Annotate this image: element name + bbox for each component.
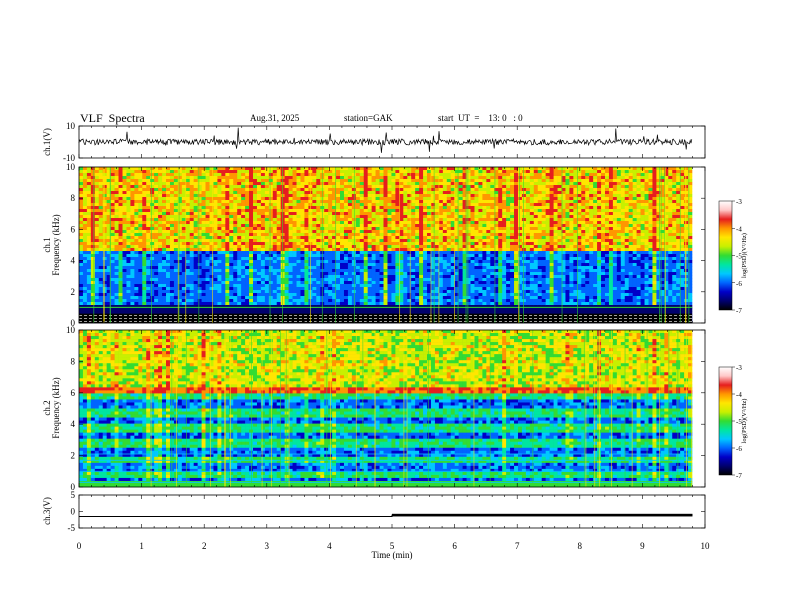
xtick-label: 1 [139, 541, 144, 551]
ch3-waveform-ylabel: ch.3(V) [42, 497, 52, 525]
xtick-label: 5 [390, 541, 395, 551]
xaxis-label: Time (min) [372, 550, 413, 560]
colorbar-tick-label: -3 [736, 198, 742, 206]
ch1-waveform-line [78, 127, 693, 153]
ytick-label: 2 [71, 451, 76, 461]
ytick-label: 8 [71, 193, 76, 203]
ch2-spectrogram-image [79, 330, 693, 488]
ch3-waveform-plot [79, 513, 693, 517]
ytick-label: 5 [71, 490, 76, 500]
ytick-label: 10 [66, 325, 76, 335]
ytick-label: -5 [68, 523, 76, 533]
colorbar-label: log(PSD)(V²/Hz) [741, 233, 748, 278]
ytick-label: 10 [66, 121, 76, 131]
colorbar-tick-label: -6 [736, 280, 742, 288]
ytick-label: 8 [71, 356, 76, 366]
colorbar-2 [718, 366, 733, 476]
xtick-label: 8 [578, 541, 583, 551]
ytick-label: 0 [71, 507, 76, 517]
xtick-label: 3 [265, 541, 270, 551]
colorbar-label: log(PSD)(V²/Hz) [741, 399, 748, 444]
ytick-label: 0 [71, 482, 76, 492]
ch1-spec-ylabel-line2: Frequency (kHz) [51, 214, 61, 275]
colorbar-tick-label: -3 [736, 364, 742, 372]
colorbar-tick-label: -5 [736, 253, 742, 261]
xtick-label: 6 [452, 541, 457, 551]
xtick-label: 10 [701, 541, 711, 551]
colorbar-tick-label: -6 [736, 445, 742, 453]
ytick-label: 2 [71, 287, 76, 297]
date-label: Aug.31, 2025 [250, 113, 300, 123]
ch1-spec-ylabel-line1: ch.1 [42, 237, 52, 252]
axis-labels: ch.1(V)ch.1 Frequency (kHz)ch.2 Frequency … [42, 128, 710, 560]
ch1-waveform-plot [78, 127, 693, 153]
station-label: station=GAK [344, 113, 393, 123]
ytick-label: 4 [71, 256, 76, 266]
ytick-label: -10 [63, 153, 75, 163]
ytick-label: 10 [66, 162, 76, 172]
ytick-label: 6 [71, 224, 76, 234]
colorbar-tick-label: -7 [736, 472, 742, 480]
ytick-label: 0 [71, 318, 76, 328]
colorbars: -3 -4 -5 -6 -7 log(PSD)(V²/Hz) -3 -4 -5 -6 -7 log(P… [718, 198, 748, 480]
colorbar-1 [718, 200, 733, 311]
ch1-waveform-ylabel: ch.1(V) [42, 128, 52, 156]
colorbar-tick-label: -5 [736, 418, 742, 426]
start-time-label: start UT = 13: 0 : 0 [438, 113, 523, 123]
colorbar-tick-label: -4 [736, 391, 742, 399]
ch2-spec-ylabel-line2: Frequency (kHz) [51, 377, 61, 438]
xtick-label: 9 [640, 541, 645, 551]
colorbar-tick-label: -7 [736, 307, 742, 315]
panel-frame-3 [78, 494, 706, 529]
xtick-label: 7 [515, 541, 520, 551]
chart-title: VLF Spectra [80, 111, 145, 125]
colorbar-tick-label: -4 [736, 225, 742, 233]
ytick-label: 6 [71, 388, 76, 398]
ch3-waveform-block [392, 513, 693, 517]
xtick-label: 4 [327, 541, 332, 551]
ytick-label: 4 [71, 419, 76, 429]
ch1-spectrogram-image [79, 167, 693, 324]
xtick-label: 0 [77, 541, 82, 551]
xtick-label: 2 [202, 541, 207, 551]
ch2-spec-ylabel-line1: ch.2 [42, 400, 52, 415]
